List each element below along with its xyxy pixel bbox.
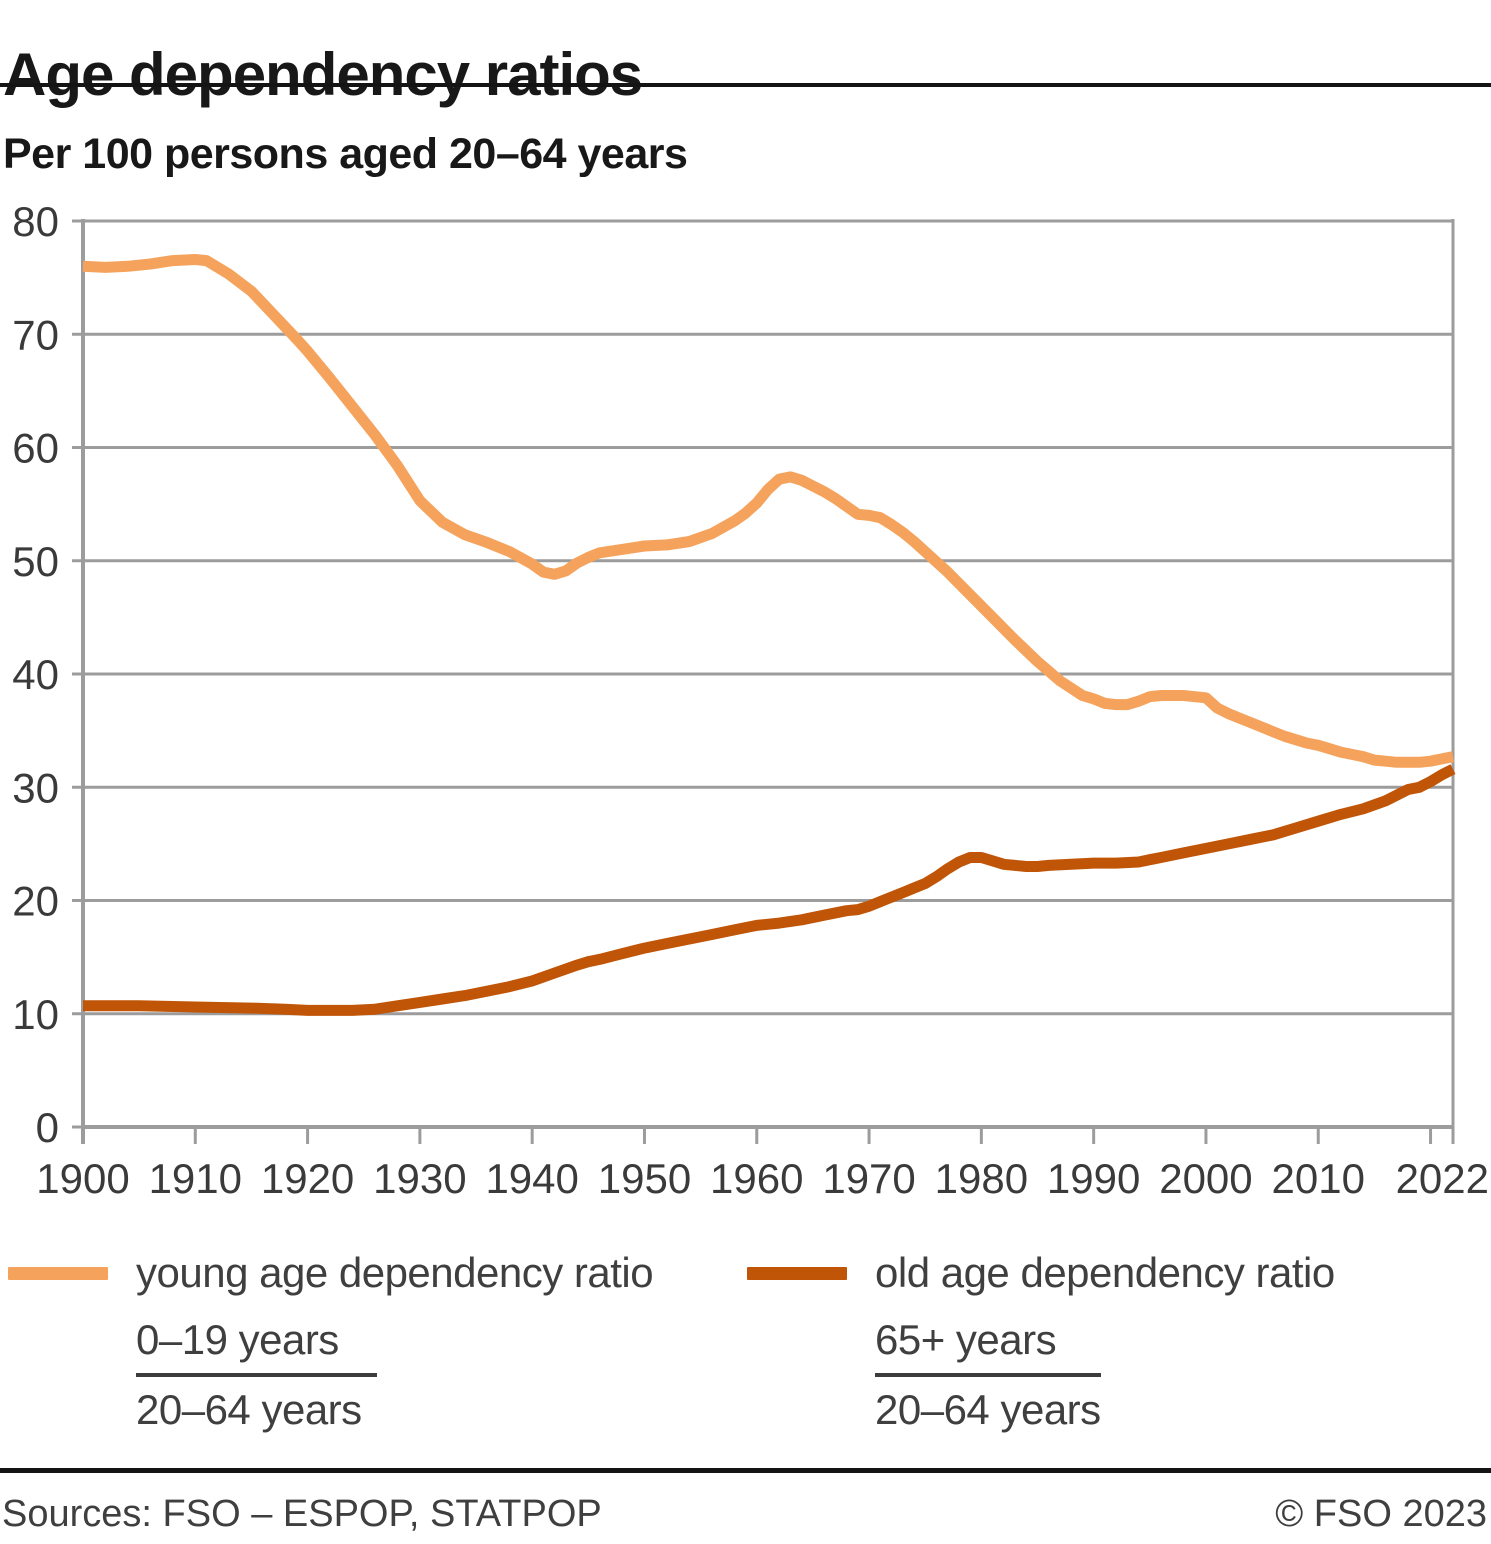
old-ratio-numerator: 65+ years xyxy=(875,1316,1101,1377)
y-tick-label: 50 xyxy=(12,538,59,585)
y-tick-label: 30 xyxy=(12,764,59,811)
young-series-swatch xyxy=(8,1266,108,1280)
x-tick-label: 1900 xyxy=(36,1155,129,1202)
x-tick-label: 1980 xyxy=(935,1155,1028,1202)
x-tick-label: 1960 xyxy=(710,1155,803,1202)
old-series-label: old age dependency ratio xyxy=(875,1249,1335,1296)
young-series-label: young age dependency ratio xyxy=(136,1249,654,1296)
x-tick-label: 1910 xyxy=(149,1155,242,1202)
title-divider xyxy=(0,83,1491,87)
old-ratio-formula: 65+ years 20–64 years xyxy=(875,1316,1101,1434)
young-ratio-formula: 0–19 years 20–64 years xyxy=(136,1316,377,1434)
old-dependency-line xyxy=(83,764,1456,1016)
x-tick-label: 1920 xyxy=(261,1155,354,1202)
sources-text: Sources: FSO – ESPOP, STATPOP xyxy=(2,1493,602,1535)
young-ratio-numerator: 0–19 years xyxy=(136,1316,377,1377)
copyright-text: © FSO 2023 xyxy=(1275,1493,1487,1535)
young-dependency-line xyxy=(82,254,1455,768)
x-tick-label: 1930 xyxy=(373,1155,466,1202)
x-tick-label: 1970 xyxy=(822,1155,915,1202)
x-tick-label: 1990 xyxy=(1047,1155,1140,1202)
x-tick-label: 1950 xyxy=(598,1155,691,1202)
chart-area: 0 10 20 30 40 50 60 70 80 1900 1910 1920 1930 1940 195… xyxy=(0,195,1491,1235)
y-tick-label: 20 xyxy=(12,878,59,925)
x-tick-label: 2000 xyxy=(1159,1155,1252,1202)
page-title: Age dependency ratios xyxy=(3,41,643,109)
y-tick-label: 70 xyxy=(12,311,59,358)
chart-canvas: 0 10 20 30 40 50 60 70 80 1900 1910 1920 1930 1940 195… xyxy=(12,198,1489,1202)
old-ratio-denominator: 20–64 years xyxy=(875,1386,1101,1433)
chart-legend: young age dependency ratio 0–19 years 20… xyxy=(0,1248,1491,1453)
chart-subtitle: Per 100 persons aged 20–64 years xyxy=(3,130,688,178)
x-tick-label: 1940 xyxy=(485,1155,578,1202)
legend-item-young: young age dependency ratio 0–19 years 20… xyxy=(8,1248,654,1434)
y-tick-label: 60 xyxy=(12,425,59,472)
young-ratio-denominator: 20–64 years xyxy=(136,1386,362,1433)
legend-item-old: old age dependency ratio 65+ years 20–64… xyxy=(747,1248,1335,1434)
chart-footer: Sources: FSO – ESPOP, STATPOP © FSO 2023 xyxy=(0,1468,1491,1536)
y-tick-label: 40 xyxy=(12,651,59,698)
old-series-swatch xyxy=(747,1266,847,1280)
x-tick-label: 2010 xyxy=(1272,1155,1365,1202)
y-tick-label: 0 xyxy=(36,1104,59,1151)
x-tick-label: 2022 xyxy=(1396,1155,1489,1202)
y-tick-label: 10 xyxy=(12,991,59,1038)
y-tick-label: 80 xyxy=(12,198,59,245)
